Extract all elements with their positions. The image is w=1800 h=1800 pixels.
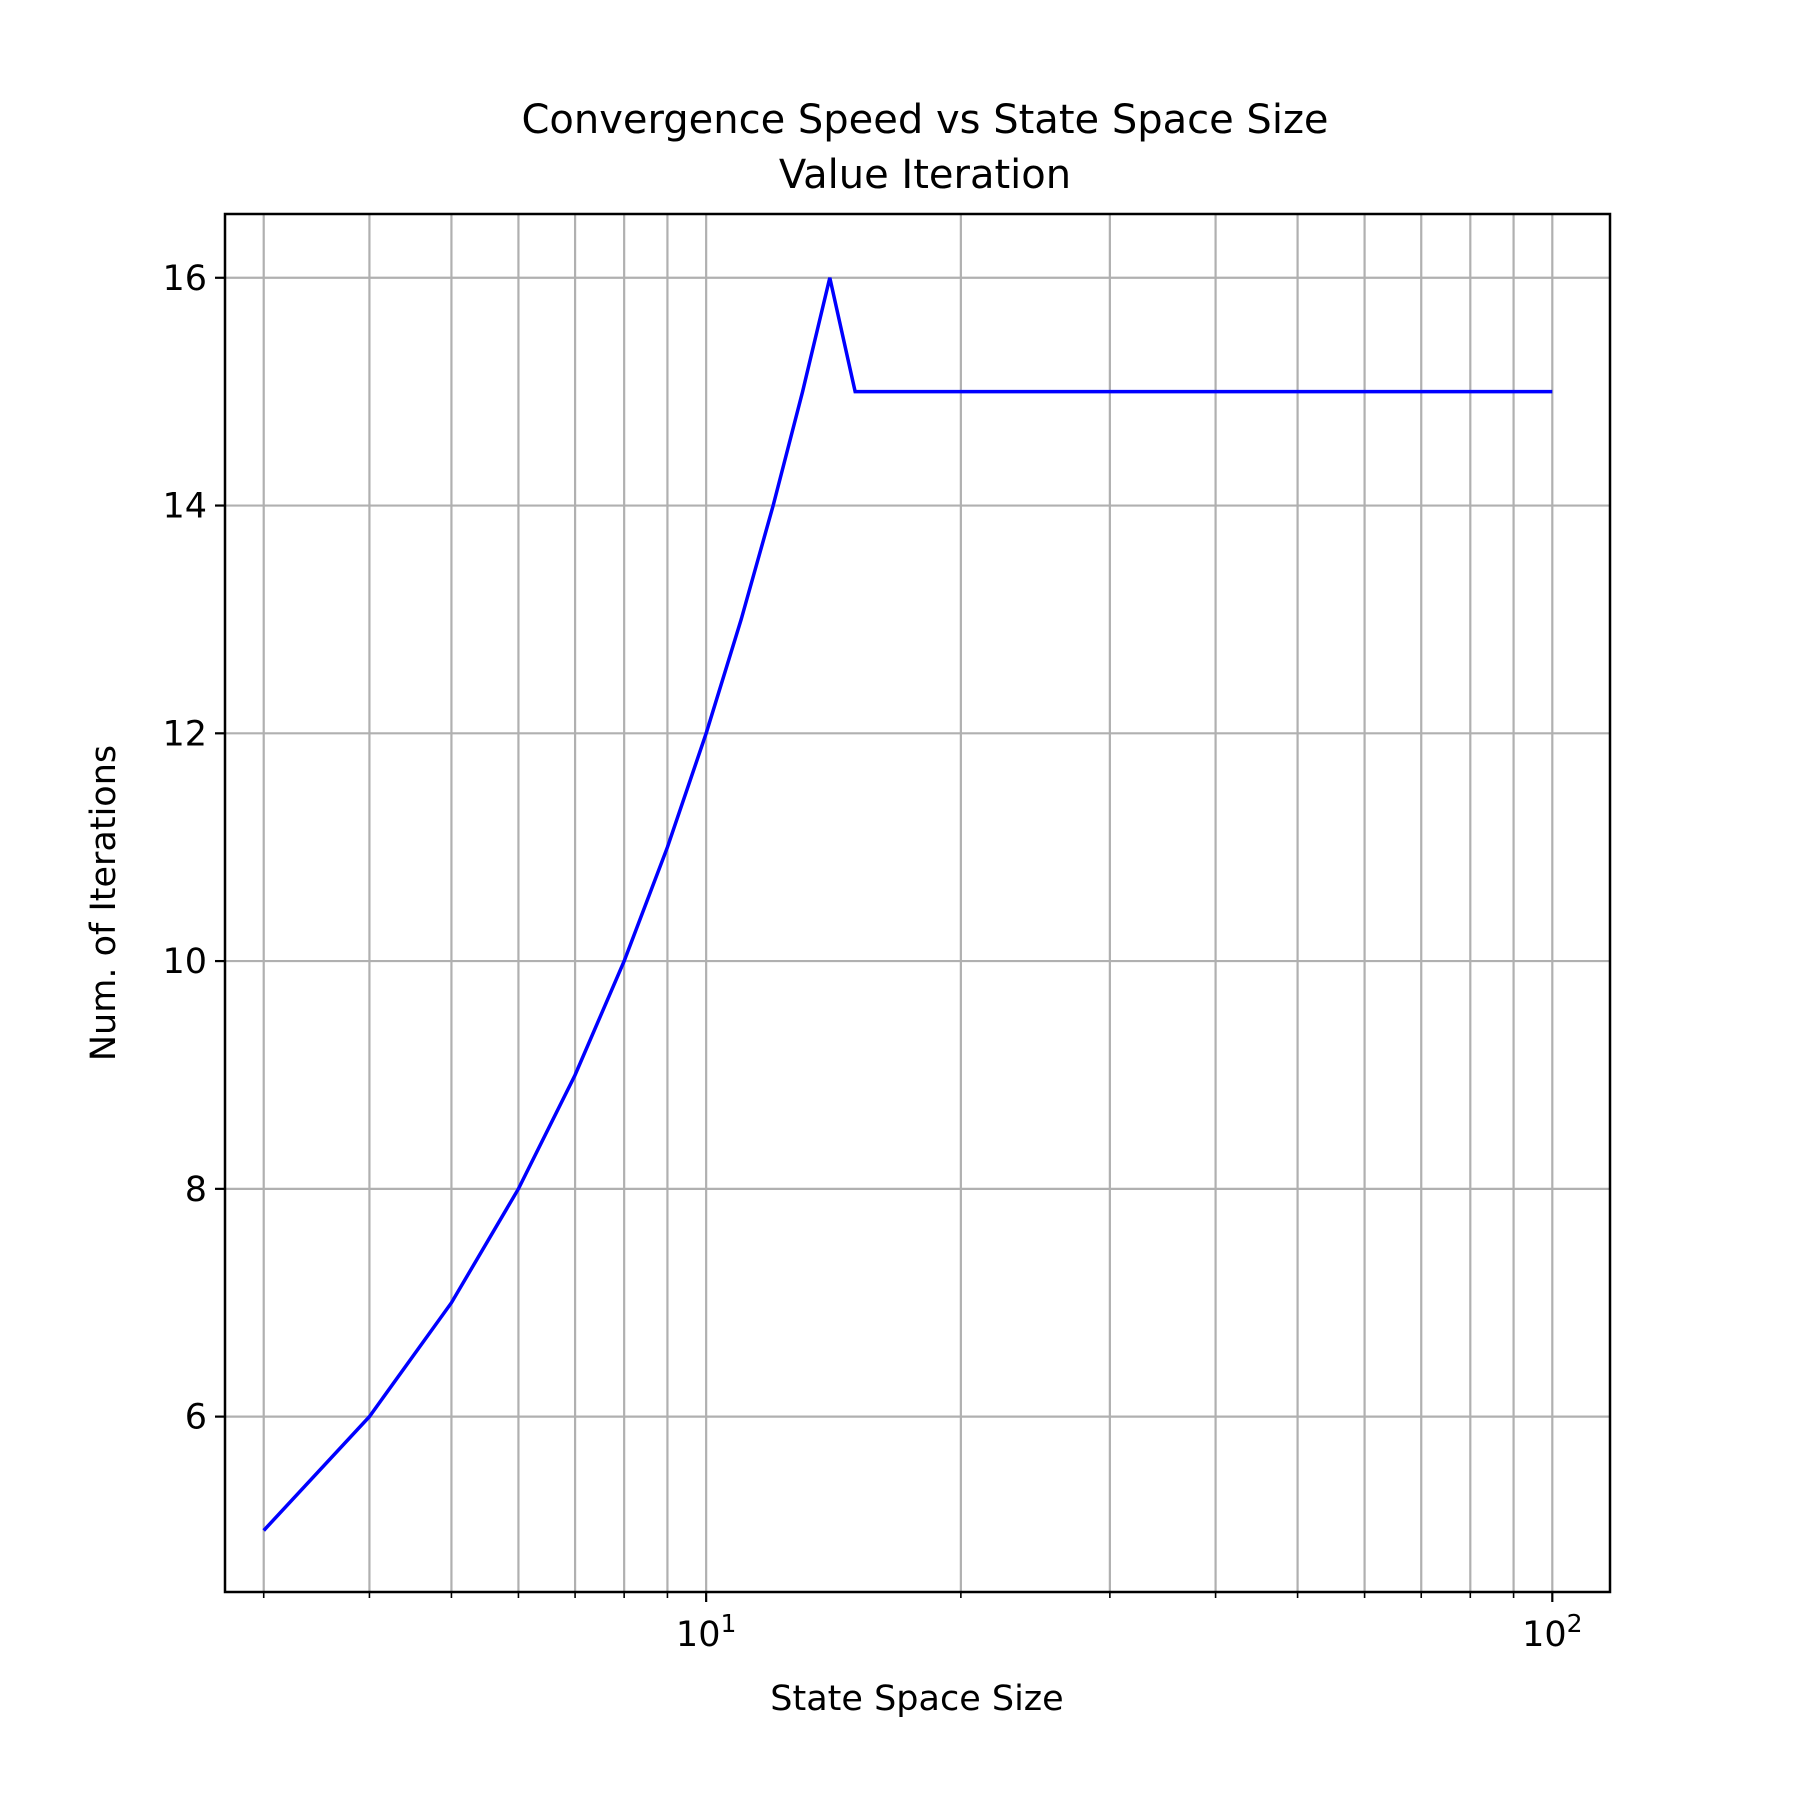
y-tick-label: 10 [162,942,207,982]
y-tick-label: 6 [185,1398,207,1438]
x-tick-label: 102 [1522,1609,1582,1655]
tick-layer: 101 102 6 8 10 12 14 16 [162,259,1582,1655]
y-tick-label: 14 [162,487,207,527]
x-tick-label: 101 [676,1609,736,1655]
grid-layer [225,214,1610,1592]
y-tick-label: 16 [162,259,207,299]
y-axis-label: Num. of Iterations [84,745,124,1061]
plot-frame [223,212,1612,1594]
y-tick-label: 12 [162,714,207,754]
chart-title: Convergence Speed vs State Space Size [521,97,1328,143]
chart-subtitle: Value Iteration [779,152,1071,198]
x-axis-label: State Space Size [770,1679,1063,1719]
series-line [262,277,1553,1532]
series-layer [262,277,1553,1532]
y-tick-label: 8 [185,1170,207,1210]
